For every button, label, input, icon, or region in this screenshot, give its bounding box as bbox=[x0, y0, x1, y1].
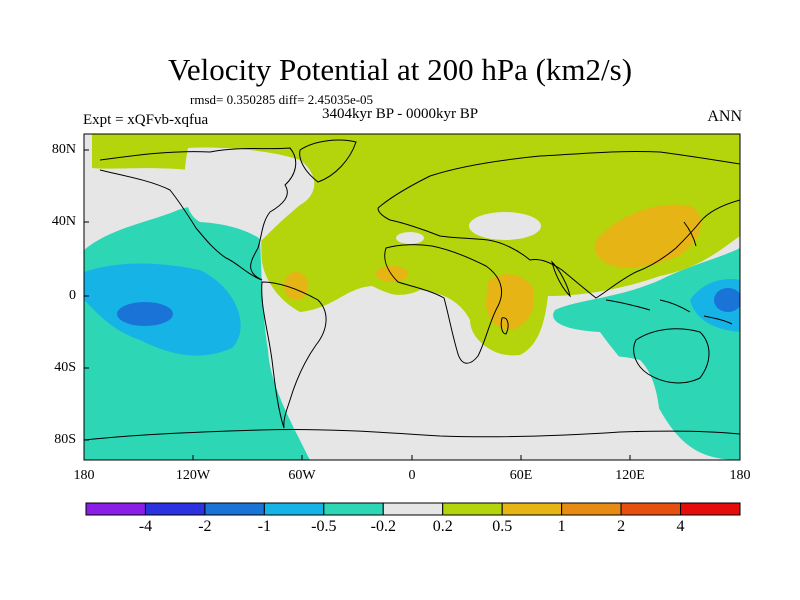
colorbar-swatch bbox=[204, 502, 265, 516]
colorbar-swatch bbox=[620, 502, 682, 516]
coast-madagascar bbox=[500, 317, 509, 335]
x-tick-label: 120E bbox=[615, 468, 645, 483]
colorbar-label: 0.5 bbox=[492, 518, 513, 535]
x-tick-label: 60W bbox=[288, 468, 316, 483]
season-label: ANN bbox=[707, 108, 742, 125]
neutral-hole-westeurope bbox=[396, 232, 424, 244]
colorbar-swatch bbox=[323, 502, 384, 516]
colorbar-label: 1 bbox=[557, 518, 566, 535]
coast-india bbox=[551, 260, 571, 298]
x-tick-label: 180 bbox=[729, 468, 751, 483]
coast-south-america bbox=[261, 281, 327, 429]
experiment-label: Expt = xQFvb-xqfua bbox=[83, 112, 209, 128]
colorbar-label: 4 bbox=[676, 518, 685, 535]
colorbar-swatch bbox=[144, 502, 206, 516]
coast-greenland bbox=[299, 139, 357, 183]
colorbar-swatch bbox=[680, 502, 741, 516]
y-tick-label: 80S bbox=[54, 432, 76, 447]
coast-australia bbox=[633, 328, 710, 384]
x-tick-label: 60E bbox=[509, 468, 533, 483]
negative-core-west bbox=[117, 302, 173, 326]
neutral-hole-northamerica bbox=[184, 147, 315, 240]
neutral-hole-mediterranean bbox=[469, 212, 541, 240]
colorbar-label: -1 bbox=[257, 518, 272, 535]
colorbar-swatch bbox=[263, 502, 325, 516]
x-tick-label: 180 bbox=[73, 468, 95, 483]
negative-core-east bbox=[714, 288, 740, 312]
positive-mid-east-asia bbox=[594, 204, 702, 268]
y-tick-label: 0 bbox=[69, 288, 76, 303]
coast-japan bbox=[683, 221, 697, 247]
positive-mid-southamerica bbox=[284, 272, 308, 300]
coast-europe-asia bbox=[377, 150, 740, 299]
positive-mid-westafrica bbox=[376, 266, 408, 282]
neutral-atlantic bbox=[278, 286, 661, 460]
x-tick-label: 120W bbox=[175, 468, 211, 483]
positive-mid-africa bbox=[486, 274, 534, 330]
axis-ticks bbox=[83, 149, 741, 460]
colorbar-label: -2 bbox=[198, 518, 212, 535]
y-tick-label: 80N bbox=[51, 142, 76, 157]
coastlines bbox=[84, 139, 740, 441]
colorbar-swatch bbox=[501, 502, 563, 516]
rmsd-diff-stats: rmsd= 0.350285 diff= 2.45035e-05 bbox=[190, 92, 374, 107]
colorbar-label: -0.5 bbox=[311, 518, 337, 535]
coast-antarctica bbox=[84, 428, 740, 441]
colorbar-label: 0.2 bbox=[432, 518, 453, 535]
colorbar-label: -0.2 bbox=[370, 518, 396, 535]
y-tick-label: 40N bbox=[51, 214, 76, 229]
colorbar-label: -4 bbox=[138, 518, 153, 535]
coast-se-asia-islands bbox=[605, 299, 733, 325]
colorbar-label: 2 bbox=[617, 518, 626, 535]
period-label: 3404kyr BP - 0000kyr BP bbox=[322, 106, 479, 122]
colorbar-swatch bbox=[561, 502, 622, 516]
map-title: Velocity Potential at 200 hPa (km2/s) bbox=[167, 52, 633, 87]
coast-north-america bbox=[99, 147, 297, 281]
colorbar-swatch bbox=[382, 502, 444, 516]
colorbar-swatch bbox=[442, 502, 503, 516]
coast-africa bbox=[384, 244, 502, 364]
x-tick-label: 0 bbox=[408, 468, 416, 483]
y-tick-label: 40S bbox=[54, 360, 76, 375]
colorbar-swatch bbox=[85, 502, 146, 516]
